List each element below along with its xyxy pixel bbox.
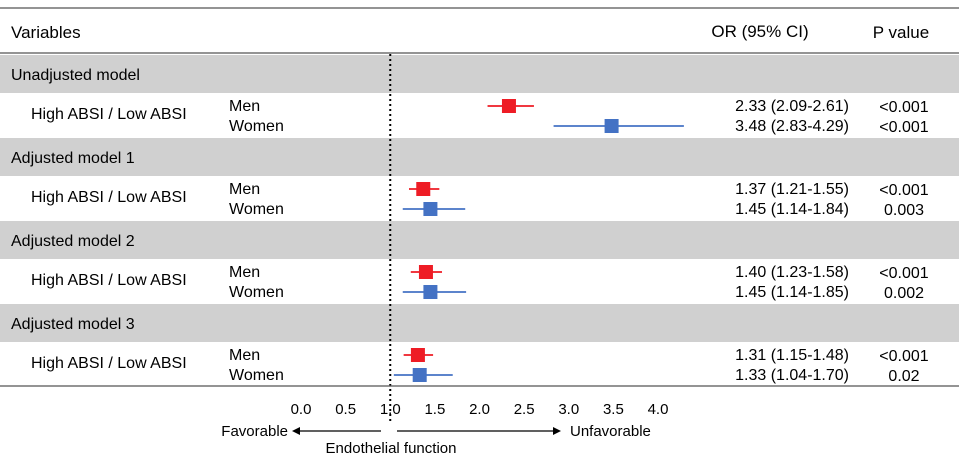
sex-label: Women: [229, 118, 284, 135]
sex-label: Women: [229, 201, 284, 218]
header-or-ci: OR (95% CI): [711, 22, 808, 41]
model-band: [0, 138, 959, 176]
comparison-label: High ABSI / Low ABSI: [31, 272, 187, 289]
point-estimate: [416, 182, 431, 196]
p-value: 0.002: [884, 285, 924, 302]
model-label: Unadjusted model: [11, 67, 140, 84]
or-ci-value: 1.45 (1.14-1.84): [735, 201, 849, 218]
point-estimate: [604, 119, 619, 133]
sex-label: Women: [229, 284, 284, 301]
model-label: Adjusted model 1: [11, 150, 135, 167]
header-p-value: P value: [873, 23, 929, 42]
x-tick-label: 1.5: [424, 401, 445, 418]
sex-label: Men: [229, 347, 260, 364]
x-tick-label: 1.0: [380, 401, 401, 418]
favorable-label: Favorable: [221, 423, 288, 440]
point-estimate: [418, 265, 433, 279]
p-value: <0.001: [879, 182, 928, 199]
comparison-label: High ABSI / Low ABSI: [31, 355, 187, 372]
model-label: Adjusted model 2: [11, 233, 135, 250]
or-ci-value: 1.40 (1.23-1.58): [735, 264, 849, 281]
x-tick-label: 0.5: [335, 401, 356, 418]
sex-label: Men: [229, 98, 260, 115]
sex-label: Men: [229, 264, 260, 281]
or-ci-value: 1.31 (1.15-1.48): [735, 347, 849, 364]
model-band: [0, 55, 959, 93]
x-tick-label: 0.0: [291, 401, 312, 418]
or-ci-value: 2.33 (2.09-2.61): [735, 98, 849, 115]
x-tick-label: 3.0: [558, 401, 579, 418]
p-value: <0.001: [879, 265, 928, 282]
model-band: [0, 221, 959, 259]
or-ci-value: 3.48 (2.83-4.29): [735, 118, 849, 135]
right-arrow: [397, 427, 561, 435]
comparison-label: High ABSI / Low ABSI: [31, 189, 187, 206]
or-ci-value: 1.37 (1.21-1.55): [735, 181, 849, 198]
sex-label: Women: [229, 367, 284, 384]
p-value: 0.003: [884, 202, 924, 219]
left-arrow: [292, 427, 381, 435]
unfavorable-label: Unfavorable: [570, 423, 651, 440]
header-variables: Variables: [11, 23, 81, 42]
model-label: Adjusted model 3: [11, 316, 135, 333]
x-tick-label: 2.5: [514, 401, 535, 418]
point-estimate: [501, 99, 516, 113]
sex-label: Men: [229, 181, 260, 198]
p-value: <0.001: [879, 119, 928, 136]
point-estimate: [423, 202, 438, 216]
p-value: 0.02: [888, 368, 919, 385]
point-estimate: [412, 368, 427, 382]
x-tick-label: 2.0: [469, 401, 490, 418]
model-band: [0, 304, 959, 342]
point-estimate: [423, 285, 438, 299]
p-value: <0.001: [879, 348, 928, 365]
or-ci-value: 1.33 (1.04-1.70): [735, 367, 849, 384]
x-tick-label: 4.0: [648, 401, 669, 418]
point-estimate: [410, 348, 425, 362]
or-ci-value: 1.45 (1.14-1.85): [735, 284, 849, 301]
x-tick-label: 3.5: [603, 401, 624, 418]
p-value: <0.001: [879, 99, 928, 116]
x-axis-label: Endothelial function: [326, 440, 457, 455]
comparison-label: High ABSI / Low ABSI: [31, 106, 187, 123]
